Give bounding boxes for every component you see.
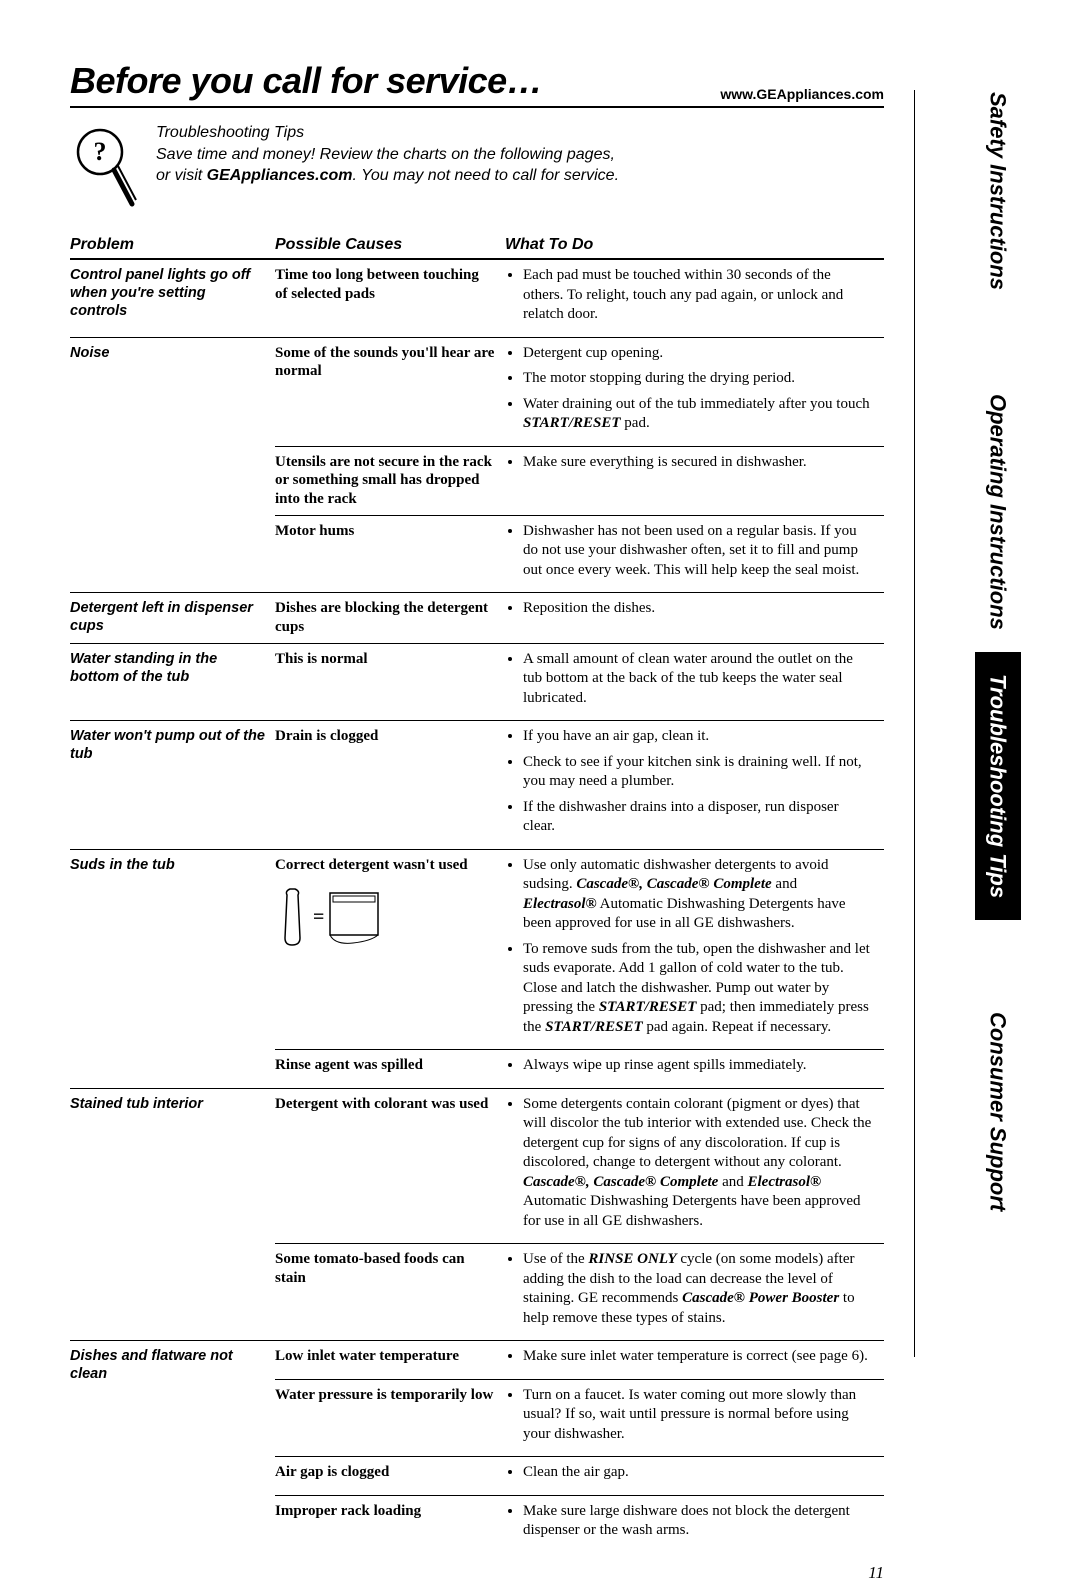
cause: Some tomato-based foods can stain [275,1244,505,1341]
cause: Drain is clogged [275,721,505,850]
bullet: Dishwasher has not been used on a regula… [523,522,874,581]
th-problem: Problem [70,232,275,259]
todo: Use of the RINSE ONLY cycle (on some mod… [505,1244,884,1341]
bullet: If the dishwasher drains into a disposer… [523,798,874,837]
bullet: A small amount of clean water around the… [523,650,874,709]
todo: If you have an air gap, clean it. Check … [505,721,884,850]
intro-text: Troubleshooting Tips Save time and money… [156,122,619,212]
row: Dishes and flatware not clean Low inlet … [70,1341,884,1380]
problem: Detergent left in dispenser cups [70,593,275,644]
bullet: Detergent cup opening. [523,344,874,364]
cause: Correct detergent wasn't used = [275,849,505,1050]
bullet: Use only automatic dishwasher detergents… [523,856,874,934]
intro-line1: Save time and money! Review the charts o… [156,146,615,163]
todo: Dishwasher has not been used on a regula… [505,515,884,593]
bullet: Water draining out of the tub immediatel… [523,395,874,434]
cause: Low inlet water temperature [275,1341,505,1380]
problem: Noise [70,337,275,593]
row: Detergent left in dispenser cups Dishes … [70,593,884,644]
cause: Air gap is clogged [275,1457,505,1496]
sidebar-item-troubleshooting[interactable]: Troubleshooting Tips [975,652,1021,920]
problem: Dishes and flatware not clean [70,1341,275,1553]
intro-bold: GEAppliances.com [207,167,353,184]
bullet: Reposition the dishes. [523,599,874,619]
row: Suds in the tub Correct detergent wasn't… [70,849,884,1050]
sidebar-item-safety[interactable]: Safety Instructions [975,70,1021,312]
svg-text:=: = [313,906,324,928]
bullet: If you have an air gap, clean it. [523,727,874,747]
todo: Use only automatic dishwasher detergents… [505,849,884,1050]
page: Before you call for service… www.GEAppli… [0,0,1080,1397]
todo: Make sure everything is secured in dishw… [505,446,884,515]
bullet: To remove suds from the tub, open the di… [523,940,874,1038]
main-content: Before you call for service… www.GEAppli… [0,0,914,1397]
cause: Utensils are not secure in the rack or s… [275,446,505,515]
todo: Some detergents contain colorant (pigmen… [505,1088,884,1244]
todo: Each pad must be touched within 30 secon… [505,259,884,337]
cause: Time too long between touching of select… [275,259,505,337]
intro-line2a: or visit [156,167,207,184]
header: Before you call for service… www.GEAppli… [70,60,884,108]
cause: Motor hums [275,515,505,593]
cause: Detergent with colorant was used [275,1088,505,1244]
site-url: www.GEAppliances.com [720,86,884,102]
bullet: Clean the air gap. [523,1463,874,1483]
bullet: Some detergents contain colorant (pigmen… [523,1095,874,1232]
cause: Some of the sounds you'll hear are norma… [275,337,505,446]
todo: Make sure large dishware does not block … [505,1495,884,1553]
todo: Detergent cup opening. The motor stoppin… [505,337,884,446]
cause: This is normal [275,643,505,721]
row: Stained tub interior Detergent with colo… [70,1088,884,1244]
todo: Reposition the dishes. [505,593,884,644]
magnifier-icon: ? [70,122,140,212]
todo: Turn on a faucet. Is water coming out mo… [505,1379,884,1457]
intro-line2b: . You may not need to call for service. [353,167,620,184]
sidebar-item-operating[interactable]: Operating Instructions [975,372,1021,652]
intro: ? Troubleshooting Tips Save time and mon… [70,122,884,212]
troubleshooting-table: Problem Possible Causes What To Do Contr… [70,232,884,1553]
cause: Rinse agent was spilled [275,1050,505,1089]
svg-text:?: ? [94,137,107,166]
todo: A small amount of clean water around the… [505,643,884,721]
row: Water standing in the bottom of the tub … [70,643,884,721]
row: Water won't pump out of the tub Drain is… [70,721,884,850]
intro-heading: Troubleshooting Tips [156,122,619,144]
bullet: Make sure inlet water temperature is cor… [523,1347,874,1367]
cause: Dishes are blocking the detergent cups [275,593,505,644]
cause: Water pressure is temporarily low [275,1379,505,1457]
bullet: Make sure everything is secured in dishw… [523,453,874,473]
todo: Make sure inlet water temperature is cor… [505,1341,884,1380]
cause: Improper rack loading [275,1495,505,1553]
problem: Water won't pump out of the tub [70,721,275,850]
bullet: The motor stopping during the drying per… [523,369,874,389]
row: Control panel lights go off when you're … [70,259,884,337]
th-causes: Possible Causes [275,232,505,259]
bullet: Check to see if your kitchen sink is dra… [523,753,874,792]
bullet: Each pad must be touched within 30 secon… [523,266,874,325]
sidebar: Safety Instructions Operating Instructio… [915,0,1080,1397]
th-todo: What To Do [505,232,884,259]
bullet: Turn on a faucet. Is water coming out mo… [523,1386,874,1445]
problem: Water standing in the bottom of the tub [70,643,275,721]
bullet: Make sure large dishware does not block … [523,1502,874,1541]
row: Noise Some of the sounds you'll hear are… [70,337,884,446]
problem: Control panel lights go off when you're … [70,259,275,337]
todo: Always wipe up rinse agent spills immedi… [505,1050,884,1089]
detergent-icon: = [275,883,495,959]
intro-body: Save time and money! Review the charts o… [156,144,619,187]
sidebar-item-support[interactable]: Consumer Support [975,990,1021,1233]
problem: Stained tub interior [70,1088,275,1341]
page-title: Before you call for service… [70,60,542,102]
page-number: 11 [70,1563,884,1583]
todo: Clean the air gap. [505,1457,884,1496]
bullet: Always wipe up rinse agent spills immedi… [523,1056,874,1076]
bullet: Use of the RINSE ONLY cycle (on some mod… [523,1250,874,1328]
problem: Suds in the tub [70,849,275,1088]
